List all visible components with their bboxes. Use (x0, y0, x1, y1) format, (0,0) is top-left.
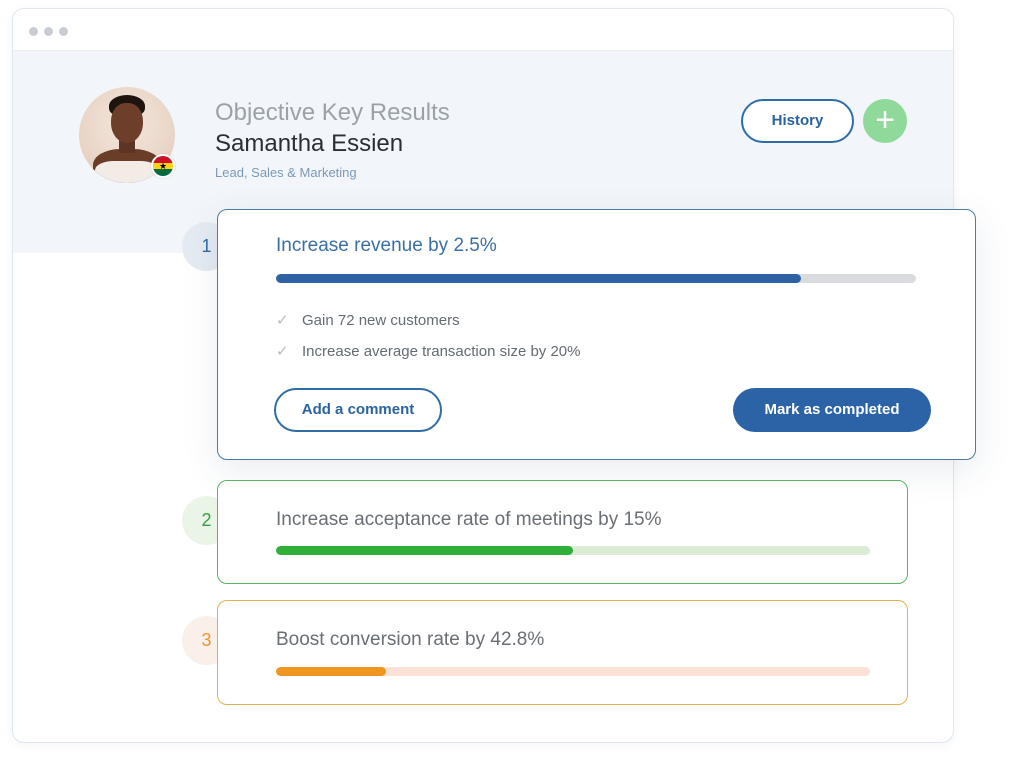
progress-fill (276, 274, 801, 283)
add-objective-button[interactable]: + (863, 99, 907, 143)
key-result-item: ✓ Increase average transaction size by 20… (276, 342, 581, 360)
progress-fill (276, 667, 386, 676)
plus-icon: + (875, 101, 895, 139)
objective-card[interactable]: Increase acceptance rate of meetings by … (217, 480, 908, 584)
key-result-label: Increase average transaction size by 20% (302, 343, 581, 360)
window-titlebar (13, 9, 953, 51)
user-role: Lead, Sales & Marketing (215, 165, 357, 180)
history-button[interactable]: History (741, 99, 854, 143)
add-comment-button[interactable]: Add a comment (274, 388, 442, 432)
objective-title: Increase revenue by 2.5% (276, 235, 497, 256)
objective-card-expanded[interactable]: Increase revenue by 2.5% ✓ Gain 72 new cu… (217, 209, 976, 460)
window-dot-icon[interactable] (59, 27, 68, 36)
key-result-item: ✓ Gain 72 new customers (276, 311, 460, 329)
key-result-label: Gain 72 new customers (302, 312, 460, 329)
objective-card[interactable]: Boost conversion rate by 42.8% (217, 600, 908, 705)
check-icon: ✓ (276, 312, 289, 329)
progress-track (276, 274, 916, 283)
profile-header: ★ Objective Key Results Samantha Essien … (13, 51, 953, 253)
window-dot-icon[interactable] (29, 27, 38, 36)
progress-fill (276, 546, 573, 555)
avatar (79, 87, 175, 183)
objective-title: Boost conversion rate by 42.8% (276, 629, 545, 650)
user-name: Samantha Essien (215, 130, 404, 157)
mark-completed-button[interactable]: Mark as completed (733, 388, 931, 432)
ghana-flag-icon: ★ (151, 154, 175, 178)
objective-title: Increase acceptance rate of meetings by … (276, 509, 662, 530)
progress-track (276, 546, 870, 555)
window-dot-icon[interactable] (44, 27, 53, 36)
check-icon: ✓ (276, 343, 289, 360)
progress-track (276, 667, 870, 676)
page-title: Objective Key Results (215, 99, 450, 126)
